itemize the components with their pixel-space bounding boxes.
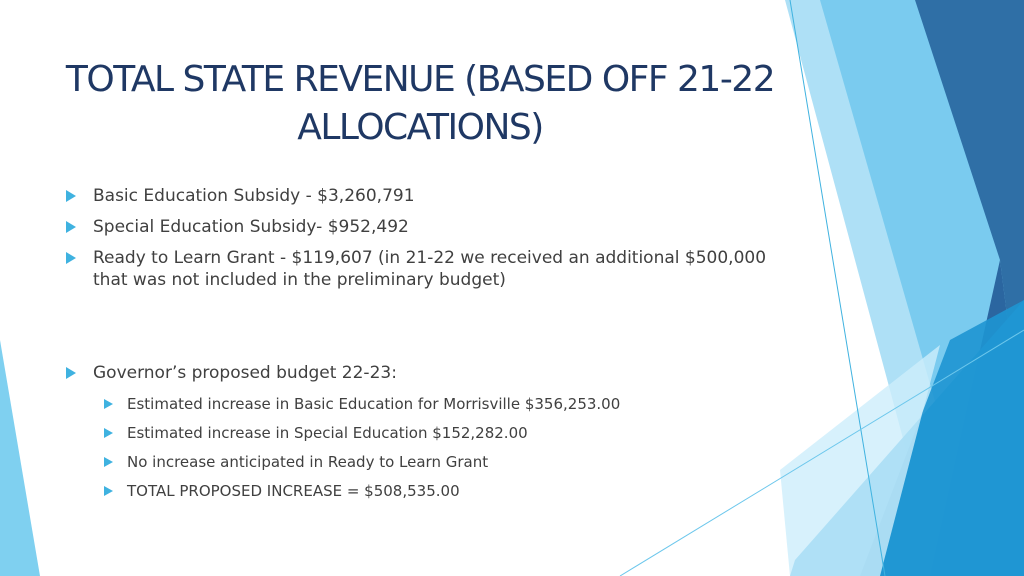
slide-title: TOTAL STATE REVENUE (BASED OFF 21-22 ALL… [40, 56, 800, 152]
sub-bullet-basic-increase: Estimated increase in Basic Education fo… [104, 394, 620, 414]
sub-bullet-text: Estimated increase in Special Education … [127, 424, 528, 442]
bullet-text: Special Education Subsidy- $952,492 [93, 217, 409, 237]
bullet-ready-to-learn: Ready to Learn Grant - $119,607 (in 21-2… [66, 247, 766, 291]
deco-line-1 [789, 0, 886, 576]
sub-bullet-arrow-icon [104, 428, 113, 438]
bullet-text: Governor’s proposed budget 22-23: [93, 363, 397, 383]
sub-bullet-text: Estimated increase in Basic Education fo… [127, 395, 621, 413]
right-dark-top [915, 0, 1024, 450]
sub-bullet-no-increase: No increase anticipated in Ready to Lear… [104, 452, 488, 472]
bullet-basic-education: Basic Education Subsidy - $3,260,791 [66, 185, 415, 207]
bullet-text-line-2: that was not included in the preliminary… [93, 270, 506, 290]
sub-bullet-special-increase: Estimated increase in Special Education … [104, 423, 528, 443]
bullet-arrow-icon [66, 252, 76, 264]
bullet-text-line-1: Ready to Learn Grant - $119,607 (in 21-2… [93, 248, 767, 268]
bullet-special-education: Special Education Subsidy- $952,492 [66, 216, 409, 238]
sub-bullet-text: No increase anticipated in Ready to Lear… [127, 453, 489, 471]
right-pale-triangle [780, 345, 940, 576]
slide-title-line-1: TOTAL STATE REVENUE (BASED OFF 21-22 [65, 59, 776, 100]
sub-bullet-arrow-icon [104, 457, 113, 467]
right-deep-triangle [860, 300, 1024, 576]
bullet-governor-budget: Governor’s proposed budget 22-23: [66, 362, 397, 384]
left-edge-shape [0, 340, 40, 576]
bullet-arrow-icon [66, 221, 76, 233]
sub-bullet-total-increase: TOTAL PROPOSED INCREASE = $508,535.00 [104, 481, 460, 501]
sub-bullet-arrow-icon [104, 486, 113, 496]
slide-title-line-2: ALLOCATIONS) [297, 107, 544, 148]
bullet-text-block: Ready to Learn Grant - $119,607 (in 21-2… [93, 247, 766, 291]
bullet-arrow-icon [66, 190, 76, 202]
sub-bullet-text: TOTAL PROPOSED INCREASE = $508,535.00 [127, 482, 460, 500]
deco-line-2 [619, 329, 1024, 576]
sub-bullet-arrow-icon [104, 399, 113, 409]
bullet-text: Basic Education Subsidy - $3,260,791 [93, 186, 415, 206]
bullet-arrow-icon [66, 367, 76, 379]
